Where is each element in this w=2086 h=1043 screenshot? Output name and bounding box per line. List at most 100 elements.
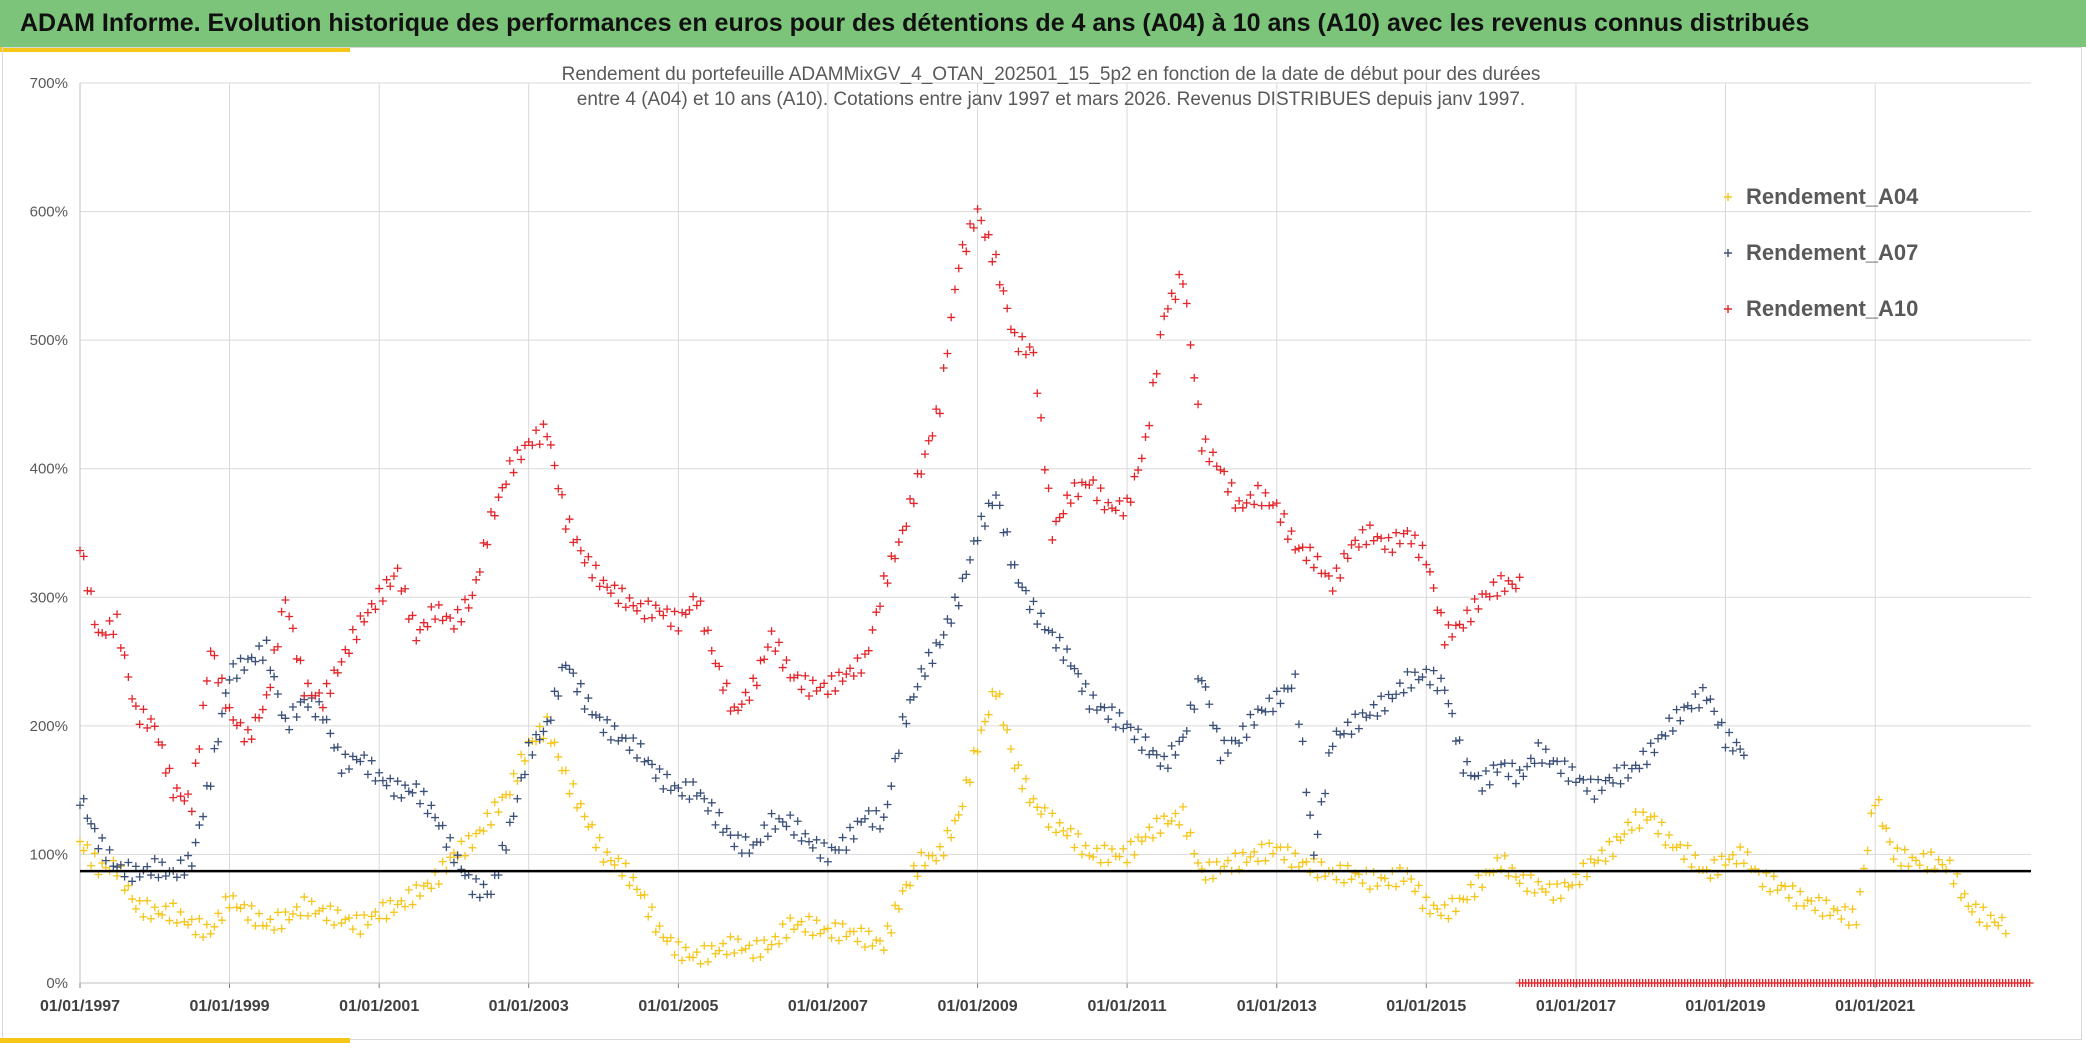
data-point	[292, 654, 301, 663]
data-point	[255, 909, 264, 918]
data-point	[700, 941, 709, 950]
data-point	[648, 613, 657, 622]
data-point	[348, 625, 357, 634]
data-point	[1261, 488, 1270, 497]
data-point	[288, 624, 297, 633]
data-point	[1119, 844, 1128, 853]
data-point	[939, 364, 948, 373]
data-point	[966, 555, 975, 564]
data-point	[909, 861, 918, 870]
data-point	[281, 907, 290, 916]
data-point	[902, 522, 911, 531]
data-point	[1519, 772, 1528, 781]
data-point	[1885, 837, 1894, 846]
data-point	[1422, 893, 1431, 902]
data-point	[460, 595, 469, 604]
data-point	[1152, 750, 1161, 759]
data-point	[606, 589, 615, 598]
data-point	[468, 843, 477, 852]
data-point	[1287, 863, 1296, 872]
data-point	[595, 833, 604, 842]
data-point	[1294, 720, 1303, 729]
data-point	[842, 670, 851, 679]
data-point	[1874, 795, 1883, 804]
data-point	[1526, 871, 1535, 880]
data-point	[1706, 695, 1715, 704]
data-point	[1167, 289, 1176, 298]
data-point	[386, 582, 395, 591]
data-point	[371, 907, 380, 916]
data-point	[767, 940, 776, 949]
data-point	[1893, 844, 1902, 853]
data-point	[625, 593, 634, 602]
data-point	[229, 891, 238, 900]
data-point	[416, 799, 425, 808]
data-point	[356, 930, 365, 939]
data-point	[1223, 856, 1232, 865]
data-point	[1474, 604, 1483, 613]
data-point	[1661, 840, 1670, 849]
data-point	[636, 599, 645, 608]
data-point	[1250, 500, 1259, 509]
data-point	[1448, 894, 1457, 903]
data-point	[1115, 496, 1124, 505]
data-point	[894, 749, 903, 758]
data-point	[113, 610, 122, 619]
data-point	[573, 687, 582, 696]
data-point	[277, 607, 286, 616]
data-point	[860, 942, 869, 951]
data-point	[1111, 723, 1120, 732]
data-point	[363, 608, 372, 617]
data-point	[1549, 896, 1558, 905]
data-point	[1209, 448, 1217, 457]
data-point	[288, 909, 297, 918]
data-point	[1938, 860, 1947, 869]
data-point	[505, 818, 514, 827]
data-point	[718, 939, 727, 948]
data-point	[554, 692, 563, 701]
data-point	[139, 912, 148, 921]
data-point	[722, 824, 731, 833]
data-point	[1380, 545, 1389, 554]
data-point	[849, 927, 858, 936]
data-point	[681, 610, 690, 619]
data-point	[243, 915, 252, 924]
data-point	[449, 624, 458, 633]
data-point	[150, 903, 159, 912]
data-point	[1530, 759, 1539, 768]
data-point	[812, 835, 821, 844]
data-point	[479, 826, 488, 835]
data-point	[891, 754, 900, 763]
data-point	[999, 528, 1008, 537]
data-point	[446, 833, 455, 842]
data-point	[730, 949, 739, 957]
data-point	[1586, 855, 1595, 864]
data-point	[872, 806, 881, 815]
data-point	[326, 902, 335, 911]
data-point	[864, 927, 873, 936]
data-point	[131, 862, 140, 871]
data-point	[999, 721, 1008, 730]
data-point	[528, 441, 537, 450]
data-point	[898, 526, 907, 535]
data-point	[483, 809, 492, 818]
data-point	[243, 725, 252, 734]
data-point	[229, 715, 238, 724]
data-point	[375, 584, 384, 593]
data-point	[1481, 767, 1490, 776]
data-point	[1478, 883, 1487, 892]
data-point	[1784, 893, 1793, 902]
data-point	[565, 789, 574, 798]
data-point	[969, 746, 978, 755]
data-point	[1171, 809, 1180, 818]
data-point	[988, 687, 997, 696]
data-point	[696, 789, 705, 798]
data-point	[1077, 478, 1086, 487]
data-point	[520, 756, 529, 765]
data-point	[977, 512, 986, 521]
data-point	[472, 575, 481, 584]
data-point	[1489, 761, 1498, 770]
data-point	[1306, 811, 1315, 820]
data-point	[1148, 833, 1157, 842]
data-point	[1160, 752, 1169, 761]
